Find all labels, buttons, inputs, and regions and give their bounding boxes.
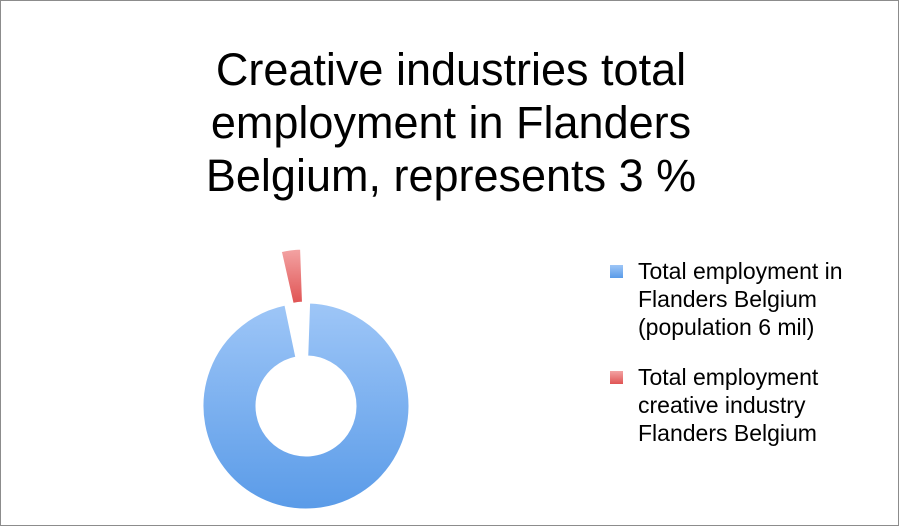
legend-swatch-blue [610, 265, 623, 278]
donut-chart [202, 248, 410, 510]
legend-label-line: Flanders Belgium [638, 420, 817, 446]
chart-title-line: Belgium, represents 3 % [205, 150, 697, 201]
donut-slice-creative-industry [280, 248, 303, 304]
donut-slice-total-employment [202, 302, 410, 510]
chart-title: Creative industries total employment in … [111, 43, 791, 202]
legend-item-creative-industry: Total employment creative industry Fland… [610, 363, 890, 447]
legend-label-line: creative industry [638, 392, 806, 418]
chart-title-line: Creative industries total [215, 44, 687, 95]
chart-title-line: employment in Flanders [210, 97, 692, 148]
legend-label-line: Flanders Belgium [638, 286, 817, 312]
chart-legend: Total employment in Flanders Belgium (po… [610, 257, 890, 469]
legend-label-line: Total employment [638, 364, 819, 390]
legend-label-line: Total employment in [638, 258, 843, 284]
legend-item-total-employment: Total employment in Flanders Belgium (po… [610, 257, 890, 341]
legend-swatch-red [610, 371, 623, 384]
legend-label-line: (population 6 mil) [638, 314, 815, 340]
